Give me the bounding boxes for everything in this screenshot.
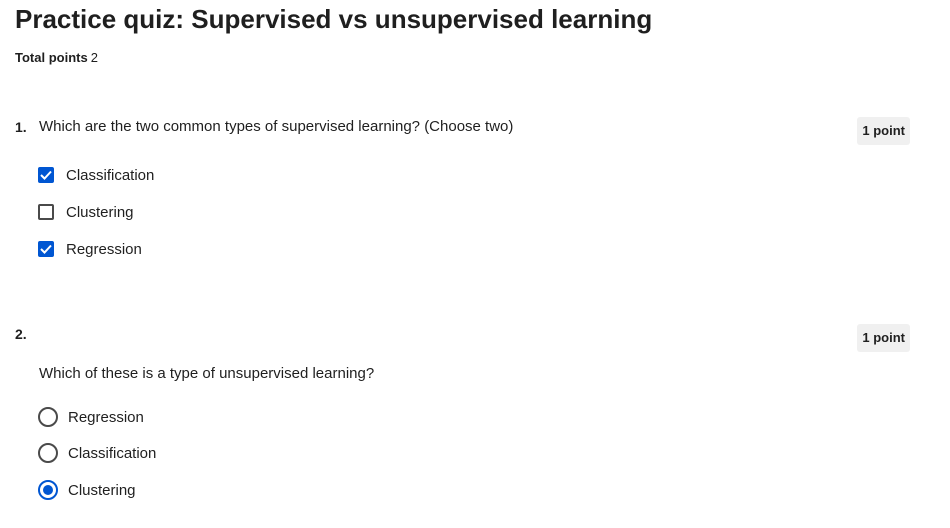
option-classification[interactable]: Classification (38, 442, 156, 464)
option-label: Clustering (68, 481, 136, 499)
option-label: Classification (66, 166, 155, 184)
option-label: Clustering (66, 203, 134, 221)
option-regression[interactable]: Regression (38, 238, 142, 260)
total-points-label: Total points (15, 50, 88, 65)
option-label: Classification (68, 444, 157, 462)
checkbox-unchecked[interactable] (38, 204, 54, 220)
total-points-value: 2 (90, 50, 98, 65)
option-clustering[interactable]: Clustering (38, 479, 136, 501)
radio-selected[interactable] (38, 480, 58, 500)
checkmark-icon (40, 170, 52, 180)
option-regression[interactable]: Regression (38, 406, 144, 428)
question-number: 1. (15, 119, 27, 135)
option-classification[interactable]: Classification (38, 164, 154, 186)
total-points: Total points 2 (15, 50, 98, 65)
option-clustering[interactable]: Clustering (38, 201, 134, 223)
question-number: 2. (15, 326, 27, 342)
points-badge: 1 point (857, 324, 910, 352)
checkmark-icon (40, 244, 52, 254)
option-label: Regression (68, 408, 144, 426)
page-title: Practice quiz: Supervised vs unsupervise… (15, 4, 653, 34)
radio-dot-icon (43, 485, 53, 495)
question-text: Which are the two common types of superv… (39, 118, 514, 135)
checkbox-checked[interactable] (38, 241, 54, 257)
option-label: Regression (66, 240, 142, 258)
points-badge: 1 point (857, 117, 910, 145)
radio-unselected[interactable] (38, 407, 58, 427)
question-text: Which of these is a type of unsupervised… (39, 365, 375, 382)
radio-unselected[interactable] (38, 443, 58, 463)
checkbox-checked[interactable] (38, 167, 54, 183)
